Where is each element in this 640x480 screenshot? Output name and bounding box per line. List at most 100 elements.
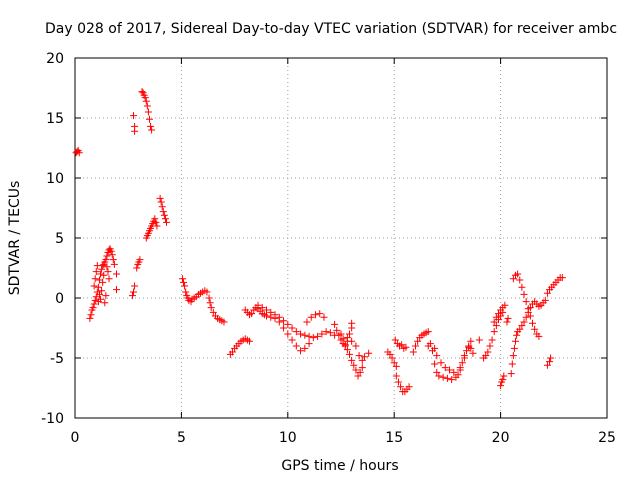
data-point: [558, 274, 566, 282]
data-point: [105, 275, 113, 283]
data-point: [355, 352, 363, 360]
data-point: [467, 337, 475, 345]
data-point: [331, 320, 339, 328]
data-point: [93, 262, 101, 270]
data-point: [522, 313, 530, 321]
data-point: [107, 247, 115, 255]
data-point: [516, 325, 524, 333]
x-tick-label: 5: [177, 430, 186, 446]
data-point: [341, 341, 349, 349]
data-point: [248, 310, 256, 318]
data-point: [133, 264, 141, 272]
data-point: [98, 265, 106, 273]
data-point: [161, 215, 169, 223]
data-point: [220, 318, 228, 326]
data-point: [108, 251, 116, 259]
y-tick-label: 15: [46, 111, 64, 127]
data-point: [92, 268, 100, 276]
data-point: [543, 361, 551, 369]
data-point: [497, 382, 505, 390]
y-axis-label: SDTVAR / TECUs: [7, 181, 23, 296]
data-point: [509, 275, 517, 283]
data-point: [499, 376, 507, 384]
data-point: [518, 322, 526, 330]
data-point: [543, 289, 551, 297]
data-point: [354, 372, 362, 380]
data-point: [95, 290, 103, 298]
data-point: [112, 286, 120, 294]
data-point: [326, 329, 334, 337]
data-point: [348, 337, 356, 345]
data-point: [136, 256, 144, 264]
data-point: [482, 352, 490, 360]
data-point: [490, 328, 498, 336]
data-point: [144, 108, 152, 116]
data-point: [131, 127, 139, 135]
data-point: [333, 326, 341, 334]
data-point: [86, 314, 94, 322]
data-point: [386, 350, 394, 358]
data-point: [492, 313, 500, 321]
data-point: [350, 361, 358, 369]
data-point: [228, 348, 236, 356]
data-point: [450, 368, 458, 376]
data-point: [110, 260, 118, 268]
data-point: [157, 198, 165, 206]
data-point: [446, 366, 454, 374]
x-tick-label: 10: [279, 430, 297, 446]
data-point: [318, 330, 326, 338]
data-point: [402, 343, 410, 351]
data-point: [486, 342, 494, 350]
data-point: [409, 348, 417, 356]
data-point: [254, 301, 262, 309]
data-point: [131, 282, 139, 290]
y-tick-label: -10: [41, 411, 64, 427]
data-point: [284, 330, 292, 338]
data-point: [467, 344, 475, 352]
data-point: [301, 344, 309, 352]
data-point: [104, 268, 112, 276]
data-point: [488, 336, 496, 344]
x-tick-label: 15: [385, 430, 403, 446]
data-point: [151, 215, 159, 223]
chart-title: Day 028 of 2017, Sidereal Day-to-day VTE…: [45, 21, 617, 37]
data-point: [160, 211, 168, 219]
y-tick-label: 5: [55, 231, 64, 247]
data-point: [405, 383, 413, 391]
data-point: [307, 313, 315, 321]
data-point: [348, 319, 356, 327]
data-point: [309, 334, 317, 342]
data-point: [89, 304, 97, 312]
data-point: [94, 283, 102, 291]
data-point: [91, 275, 99, 283]
data-point: [263, 312, 271, 320]
data-point: [426, 340, 434, 348]
data-point: [288, 324, 296, 332]
data-point: [524, 305, 532, 313]
data-point: [390, 359, 398, 367]
data-point: [292, 328, 300, 336]
data-point: [414, 337, 422, 345]
data-point: [520, 318, 528, 326]
data-point: [458, 359, 466, 367]
data-point: [147, 122, 155, 130]
data-point: [435, 372, 443, 380]
data-point: [90, 282, 98, 290]
data-point: [494, 310, 502, 318]
x-axis-label: GPS time / hours: [281, 458, 398, 474]
data-point: [102, 292, 110, 300]
data-point: [109, 256, 117, 264]
data-point: [263, 306, 271, 314]
data-point: [398, 341, 406, 349]
data-point: [509, 352, 517, 360]
data-point: [245, 337, 253, 345]
data-point: [297, 347, 305, 355]
y-tick-label: 0: [55, 291, 64, 307]
data-point: [101, 299, 109, 307]
data-point: [112, 270, 120, 278]
data-point: [97, 295, 105, 303]
data-point: [508, 360, 516, 368]
data-point: [130, 288, 138, 296]
data-point: [152, 218, 160, 226]
data-point: [346, 330, 354, 338]
